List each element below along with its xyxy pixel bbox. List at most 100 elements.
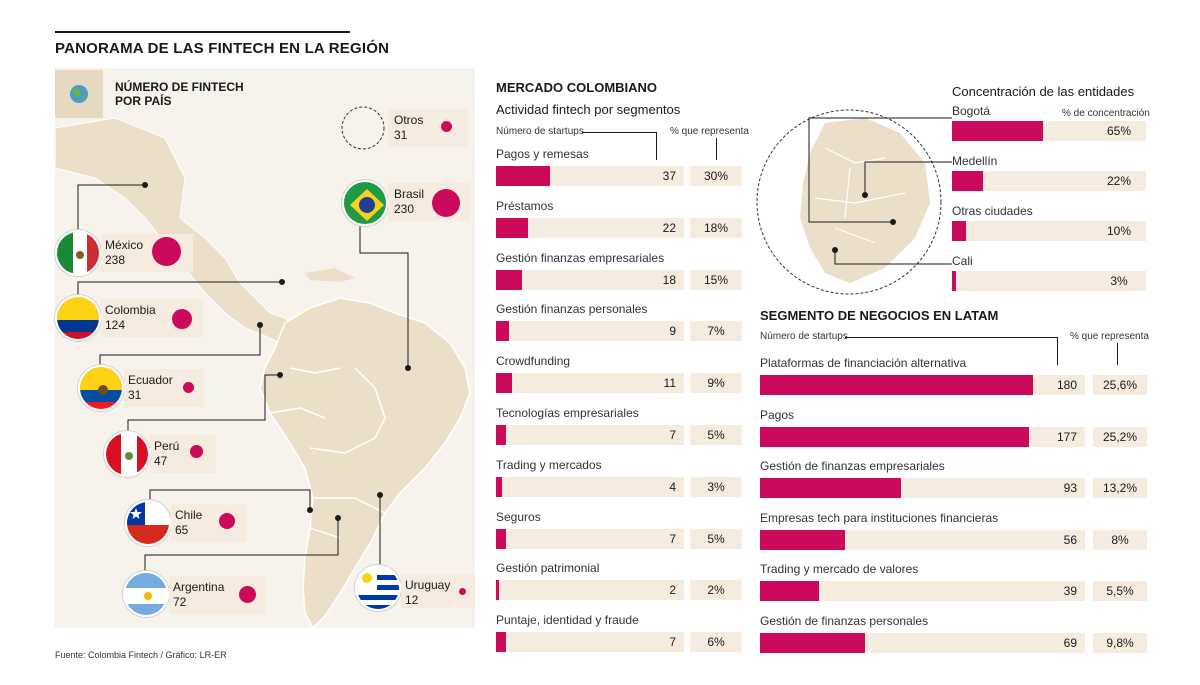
percent-label: 6% [690,632,742,653]
bar-value-label: 18 [662,272,676,287]
percent-label: 9,8% [1093,632,1147,653]
segment-label: Empresas tech para instituciones financi… [760,510,999,525]
bar-track: 7 [496,425,684,445]
colombia-col-pct-leader-v [716,138,717,160]
mexico-flag-icon [55,230,101,276]
country-value: 72 [173,595,187,609]
bar-value-label: 69 [1063,635,1077,650]
bar [496,373,513,394]
segment-label: Gestión patrimonial [496,561,600,576]
bar-track: 69 [760,632,1085,653]
bar-track: 22 [496,217,684,238]
argentina-flag-icon [123,571,169,617]
percent-label: 25,2% [1093,426,1147,447]
percent-label: 15% [690,269,742,290]
colombia-col-num-leader-v [656,132,657,160]
country-dot-argentina [239,586,256,603]
segment-label: Préstamos [496,198,554,213]
bar-value-label: 39 [1063,584,1077,598]
bar [760,529,846,550]
bar [496,476,502,497]
south-america-shape [259,297,471,628]
country-name: Chile [175,508,203,522]
segment-label: Puntaje, identidad y fraude [496,613,639,628]
caribbean-shape [305,268,355,282]
segment-label: Crowdfunding [496,354,571,369]
bar-value-label: 180 [1056,378,1077,392]
colombia-section-subtitle: Actividad fintech por segmentos [496,102,681,117]
country-dot-mexico [152,237,181,266]
country-label-peru: Perú 47 [150,435,216,473]
country-name: Perú [154,439,180,453]
country-dot-uruguay [459,588,466,595]
segment-label: Plataformas de financiación alternativa [760,356,967,370]
segment-label: Seguros [496,509,541,524]
percent-label: 25,6% [1093,375,1147,395]
bar [760,581,820,601]
segment-label: Medellín [952,154,998,168]
bar-track: 93 [760,478,1085,498]
country-value: 12 [405,593,419,607]
americas-map [55,68,475,628]
bar-track: 11 [496,373,684,394]
country-name: Otros [394,113,424,127]
country-label-brasil: Brasil 230 [388,183,470,221]
country-label-chile: Chile 65 [171,504,247,542]
country-value: 238 [105,253,126,267]
concentration-connectors [808,117,952,265]
segment-label: Cali [952,254,973,268]
country-dot-chile [219,513,235,529]
country-value: 31 [394,128,408,142]
latam-col-num-leader [845,337,1057,338]
bar-value-label: 56 [1063,532,1077,547]
bar [496,580,499,601]
colombia-col-num-leader [582,132,656,133]
bar-value-label: 9 [669,324,676,339]
country-value: 124 [105,318,126,332]
segment-label: Gestión finanzas empresariales [496,250,665,265]
bar-track: 39 [760,581,1085,601]
colombia-flag-icon [55,295,101,341]
country-name: Brasil [394,187,425,201]
bar-track: 56 [760,529,1085,550]
latam-col-pct-leader-v [1117,343,1118,365]
bar [760,426,1029,447]
percent-label: 2% [690,580,742,601]
concentration-col-pct: % de concentración [1062,108,1150,119]
latam-col-num-leader-v [1057,337,1058,365]
country-name: Argentina [173,580,225,594]
bar [952,221,966,241]
legend-icon-box [55,70,103,118]
bar [496,425,507,445]
percent-label: 8% [1093,529,1147,550]
concentration-title: Concentración de las entidades [952,84,1135,99]
bar [760,478,902,498]
percent-label: 18% [690,217,742,238]
segment-label: Tecnologías empresariales [496,406,639,420]
percent-label: 30% [690,166,742,186]
percent-label: 13,2% [1093,478,1147,498]
bar-value-label: 93 [1063,481,1077,495]
percent-label: 10% [1092,221,1146,241]
colombia-col-pct: % que representa [670,126,749,137]
source-note: Fuente: Colombia Fintech / Gráfico: LR-E… [55,650,227,660]
percent-label: 9% [690,373,742,394]
percent-label: 3% [690,476,742,497]
colombia-col-num: Número de startups [496,126,584,137]
country-name: Uruguay [405,578,451,592]
segment-label: Bogotá [952,104,991,118]
country-value: 31 [128,388,142,402]
bar [760,632,865,653]
bar [952,121,1043,141]
country-dot-ecuador [183,382,194,393]
uruguay-flag-icon [355,565,401,611]
bar-track: 9 [496,321,684,342]
country-dot-peru [190,445,203,458]
percent-label: 5% [690,425,742,445]
bar [952,171,983,191]
bar-track: 2 [496,580,684,601]
country-dot-colombia [172,309,192,329]
bar-track [952,121,1092,141]
segment-label: Gestión de finanzas empresariales [760,459,945,473]
bar-value-label: 2 [669,583,676,598]
